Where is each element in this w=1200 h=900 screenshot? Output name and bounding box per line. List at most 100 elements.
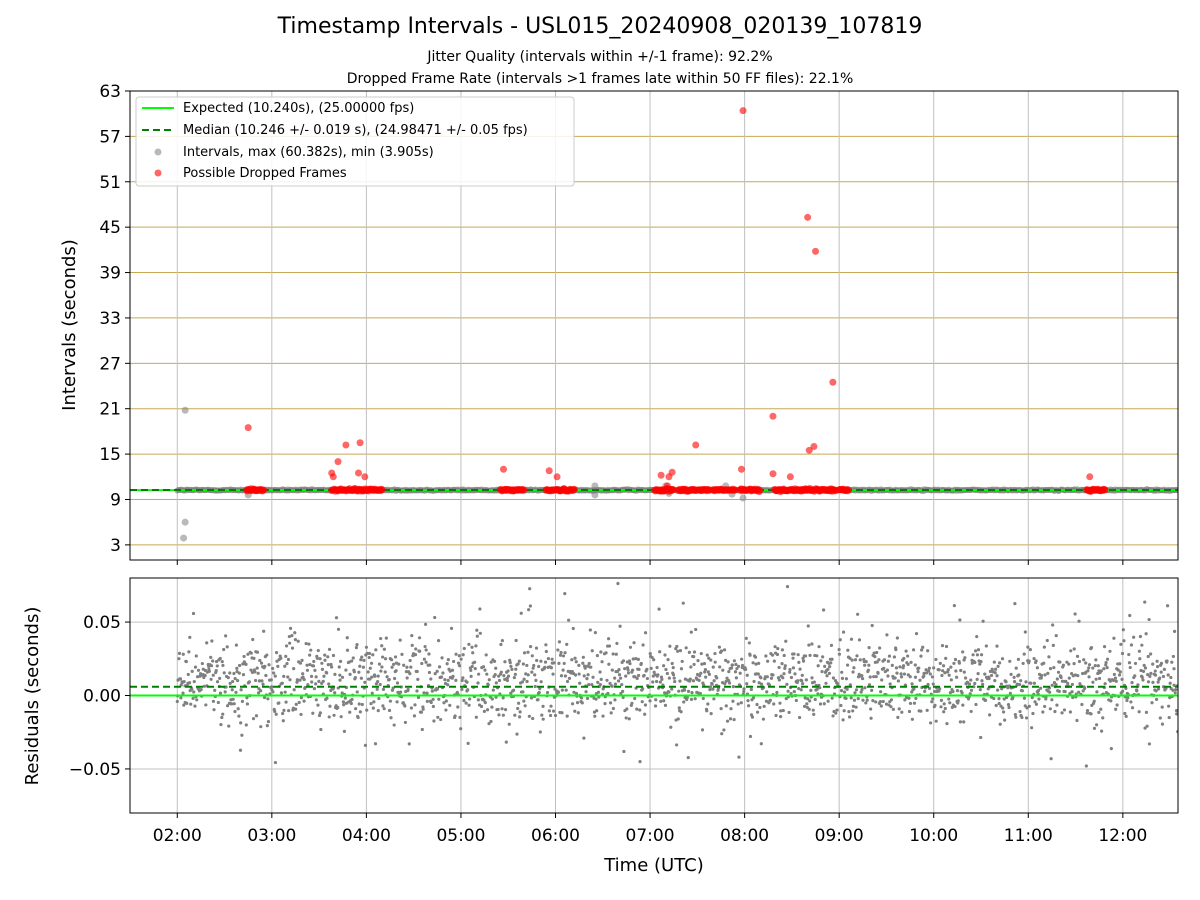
residual-point — [1160, 722, 1165, 726]
residual-point — [515, 732, 519, 736]
residual-point — [581, 661, 585, 665]
residual-point — [364, 645, 369, 649]
residual-point — [948, 701, 952, 705]
residual-point — [423, 622, 428, 626]
residual-point — [803, 654, 808, 658]
residual-point — [244, 723, 248, 727]
residual-point — [590, 683, 594, 687]
residual-point — [474, 644, 478, 648]
residual-point — [782, 672, 786, 676]
residual-point — [231, 679, 235, 684]
dropped-frame-point — [812, 247, 820, 255]
residual-point — [724, 679, 728, 683]
residual-point — [563, 674, 568, 678]
residual-point — [367, 655, 371, 660]
chart-title: Timestamp Intervals - USL015_20240908_02… — [277, 14, 923, 39]
residual-point — [468, 697, 472, 701]
residual-point — [727, 670, 731, 674]
residual-point — [300, 658, 304, 662]
residual-point — [829, 661, 833, 665]
top-ytick-label: 27 — [99, 354, 121, 374]
residual-point — [1146, 673, 1150, 677]
residual-point — [1166, 673, 1170, 677]
residual-point — [371, 653, 375, 657]
residual-point — [949, 678, 953, 682]
chart-subtitle-jitter: Jitter Quality (intervals within +/-1 fr… — [427, 49, 773, 65]
legend-intervals-swatch — [154, 148, 162, 156]
residual-point — [1099, 707, 1103, 711]
residual-point — [218, 676, 222, 681]
residual-point — [624, 716, 628, 720]
residual-point — [927, 666, 931, 670]
residual-point — [226, 676, 230, 680]
residual-point — [327, 715, 331, 719]
residual-point — [399, 690, 403, 694]
residual-point — [1155, 659, 1159, 663]
residual-point — [446, 683, 450, 687]
dropped-frame-point — [244, 424, 252, 432]
residual-point — [762, 704, 766, 708]
residual-point — [1096, 664, 1100, 668]
residual-point — [639, 661, 643, 666]
residual-point — [864, 660, 868, 664]
dropped-frame-point — [663, 482, 671, 490]
residual-point — [705, 653, 709, 657]
residual-point — [1138, 657, 1142, 661]
residual-point — [626, 671, 631, 675]
residual-point — [633, 696, 637, 701]
residual-point — [777, 665, 781, 670]
residual-point — [461, 676, 465, 680]
residual-point — [787, 710, 791, 715]
residual-point — [1174, 709, 1178, 713]
residual-point — [1165, 604, 1170, 608]
residual-point — [470, 664, 474, 669]
residual-point — [205, 641, 209, 645]
residual-point — [791, 656, 795, 660]
residual-point — [1045, 638, 1049, 643]
residual-point — [363, 743, 368, 747]
residual-point — [309, 648, 313, 652]
residual-point — [1121, 628, 1125, 632]
residual-point — [1169, 675, 1173, 680]
residual-point — [785, 682, 789, 686]
residual-point — [315, 656, 319, 660]
residual-point — [415, 669, 419, 674]
residual-point — [558, 653, 563, 657]
bottom-xtick-label: 08:00 — [720, 826, 769, 846]
dropped-frame-point — [520, 486, 528, 494]
dropped-frame-point — [361, 473, 369, 481]
residual-point — [776, 646, 780, 651]
residual-point — [359, 658, 363, 662]
residual-point — [689, 665, 693, 669]
residual-point — [469, 674, 473, 678]
residual-point — [573, 673, 578, 677]
residual-point — [305, 668, 310, 672]
residual-point — [1094, 723, 1099, 727]
residual-point — [389, 658, 394, 662]
residual-point — [634, 656, 638, 661]
residual-point — [342, 729, 347, 733]
residual-point — [861, 698, 865, 702]
residual-point — [1111, 678, 1116, 682]
residual-point — [858, 658, 862, 662]
residual-point — [914, 632, 919, 636]
residual-point — [1081, 671, 1085, 676]
residual-point — [906, 662, 910, 666]
residual-point — [462, 646, 466, 651]
residual-point — [410, 634, 414, 638]
residual-point — [952, 604, 956, 608]
residual-point — [890, 663, 894, 667]
residual-point — [541, 704, 545, 708]
residual-point — [461, 653, 465, 657]
residual-point — [1122, 639, 1126, 643]
x-axis-label: Time (UTC) — [603, 855, 704, 876]
residual-point — [788, 670, 792, 674]
residual-point — [599, 677, 603, 681]
residual-point — [709, 658, 713, 662]
residual-point — [677, 706, 681, 710]
residual-point — [357, 670, 361, 674]
residual-point — [269, 678, 273, 682]
residual-point — [230, 702, 234, 706]
residual-point — [697, 678, 701, 682]
residual-point — [742, 689, 746, 694]
